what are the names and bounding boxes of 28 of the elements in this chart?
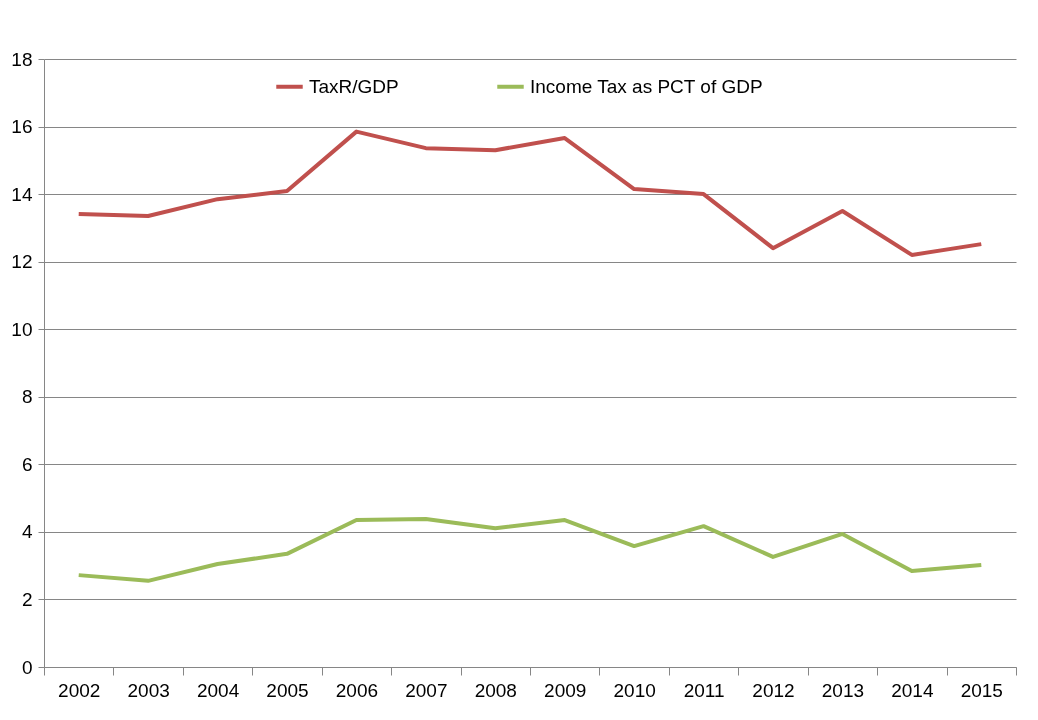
x-tick-label: 2002 (58, 679, 101, 701)
y-tick-label: 16 (11, 116, 33, 138)
line-series (76, 517, 984, 583)
x-tick-label: 2010 (613, 679, 656, 701)
x-tick-label: 2003 (127, 679, 170, 701)
y-tick-label: 10 (11, 318, 33, 340)
legend-label: TaxR/GDP (309, 75, 399, 97)
y-tick-label: 12 (11, 251, 33, 273)
y-tick-label: 0 (21, 656, 33, 678)
x-tick-label: 2009 (544, 679, 587, 701)
x-tick-label: 2012 (752, 679, 795, 701)
x-tick-label: 2006 (335, 679, 379, 701)
y-tick-label: 18 (11, 48, 33, 70)
x-tick-label: 2007 (405, 679, 448, 701)
x-tick-label: 2005 (266, 679, 309, 701)
y-tick-label: 2 (21, 588, 33, 610)
line-series (76, 129, 984, 257)
legend-label: Income Tax as PCT of GDP (530, 75, 763, 97)
x-tick-label: 2015 (960, 679, 1003, 701)
x-tick-label: 2011 (683, 679, 725, 701)
y-tick-label: 4 (21, 521, 33, 543)
y-tick-label: 14 (11, 183, 33, 205)
x-tick-label: 2008 (474, 679, 517, 701)
y-tick-label: 8 (21, 386, 33, 408)
x-tick-label: 2004 (196, 679, 240, 701)
x-tick-label: 2014 (891, 679, 934, 701)
y-tick-label: 6 (21, 453, 33, 475)
x-tick-label: 2013 (821, 679, 865, 701)
